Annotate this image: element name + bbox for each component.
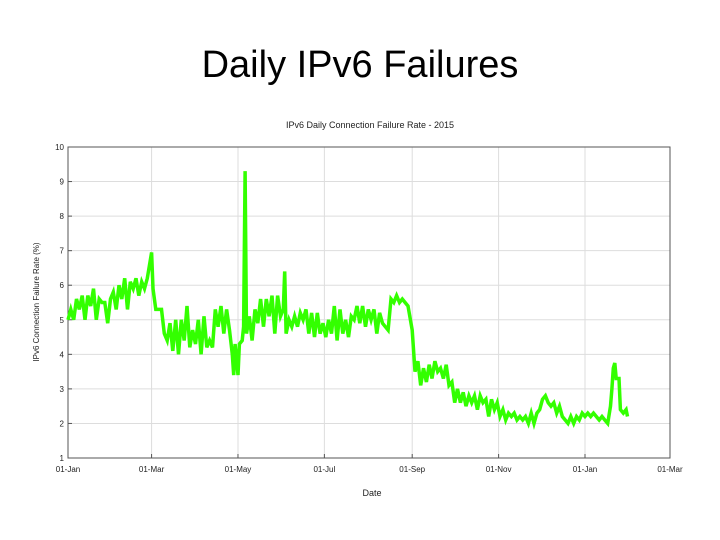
plot-frame [67,146,671,459]
series-line-0 [66,171,630,430]
y-tick-label: 3 [60,385,65,394]
x-tick-label: 01-Mar [139,465,165,474]
x-axis-label: Date [362,488,381,498]
grid [68,147,670,458]
x-tick-label: 01-Sep [399,465,425,474]
y-tick-label: 9 [60,178,65,187]
y-axis-label: IPv6 Connection Failure Rate (%) [32,242,41,362]
y-tick-label: 2 [60,419,65,428]
x-tick-label: 01-Jan [573,465,597,474]
x-tick-label: 01-Jan [56,465,80,474]
x-tick-label: 01-May [225,465,252,474]
y-tick-label: 10 [55,143,64,152]
slide-title: Daily IPv6 Failures [201,44,519,86]
y-tick-label: 8 [60,212,65,221]
x-tick-label: 01-Mar [657,465,683,474]
x-axis: 01-Jan 01-Mar 01-May 01-Jul 01-Sep 01-Nov 01-J… [56,454,683,474]
x-tick-label: 01-Jul [313,465,335,474]
chart-title: IPv6 Daily Connection Failure Rate - 201… [286,120,454,130]
series-layer [66,171,630,430]
y-tick-label: 5 [60,316,65,325]
x-tick-label: 01-Nov [486,465,512,474]
y-tick-label: 7 [60,247,65,256]
y-tick-label: 6 [60,281,65,290]
y-tick-label: 1 [60,454,65,463]
y-tick-label: 4 [60,350,65,359]
y-axis: 1 2 3 4 5 6 7 8 9 10 [55,143,72,463]
